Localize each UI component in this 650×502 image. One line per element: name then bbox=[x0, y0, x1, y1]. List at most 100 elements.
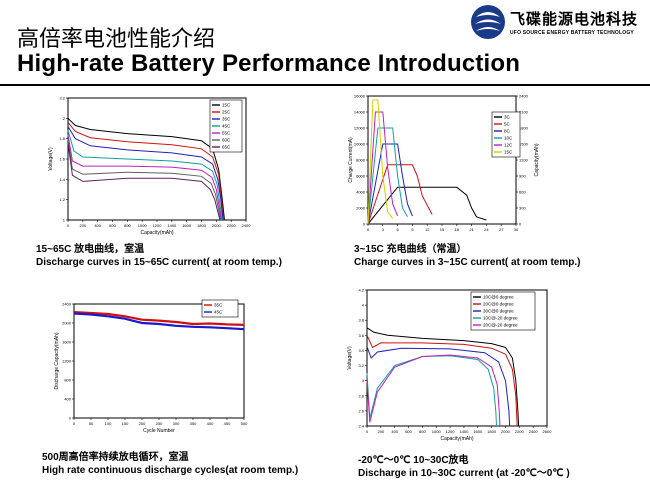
legend-label: 30C@0 degree bbox=[483, 309, 514, 314]
x-tick-label: 400 bbox=[207, 421, 214, 426]
x-tick-label: 24 bbox=[484, 227, 489, 232]
low-temp-chart: 2.4 2.6 2.8 3 3.2 3.4 3.6 3.8 4 4.2 0 200 400 600 800 1… bbox=[347, 288, 553, 443]
legend-label: 3C bbox=[504, 115, 511, 120]
caption-charge-cn: 3~15C 充电曲线（常温） bbox=[354, 244, 467, 255]
legend-label: 10C bbox=[504, 136, 513, 141]
caption-discharge-en: Discharge curves in 15~65C current( at r… bbox=[36, 257, 282, 268]
x-tick-label: 2200 bbox=[227, 223, 237, 228]
x-tick-label: 100 bbox=[105, 421, 112, 426]
header-divider bbox=[0, 84, 650, 86]
x-tick-label: 200 bbox=[378, 429, 385, 434]
y-tick-label: 2.2 bbox=[59, 96, 65, 101]
y-right-tick-label: 2400 bbox=[519, 94, 529, 99]
y-tick-label: 2.8 bbox=[358, 393, 364, 398]
caption-cycle-en: High rate continuous discharge cycles(at… bbox=[42, 465, 299, 476]
y-tick-label: 3.6 bbox=[358, 333, 364, 338]
series-line bbox=[73, 312, 245, 331]
legend-label: 10C@-20 degree bbox=[483, 316, 518, 321]
y-tick-label: 8000 bbox=[356, 158, 366, 163]
y-tick-label: 2.6 bbox=[358, 408, 364, 413]
caption-discharge: 15~65C 放电曲线，室温 Discharge curves in 15~65… bbox=[36, 243, 326, 269]
legend-label: 60C bbox=[222, 138, 231, 143]
caption-cycle: 500周高倍率持续放电循环，室温 High rate continuous di… bbox=[42, 451, 352, 477]
logo-name: 飞碟能源电池科技 bbox=[510, 10, 639, 28]
y-axis-label: Charge Current(mA) bbox=[348, 137, 354, 183]
company-logo: 飞碟能源电池科技 UFO SOURCE ENERGY BATTERY TECHN… bbox=[470, 3, 648, 43]
y-tick-label: 4.2 bbox=[358, 288, 364, 293]
series-line bbox=[67, 117, 225, 221]
x-tick-label: 2600 bbox=[543, 429, 553, 434]
y-tick-label: 2 bbox=[63, 116, 66, 121]
x-tick-label: 1000 bbox=[138, 223, 148, 228]
x-tick-label: 1800 bbox=[197, 223, 207, 228]
y-axis-label: Voltage(V) bbox=[48, 147, 54, 171]
y-tick-label: 6000 bbox=[356, 174, 366, 179]
y-tick-label: 800 bbox=[64, 378, 71, 383]
x-tick-label: 800 bbox=[124, 223, 131, 228]
x-tick-label: 1200 bbox=[153, 223, 163, 228]
y-tick-label: 4 bbox=[362, 303, 365, 308]
page-title-en: High-rate Battery Performance Introducti… bbox=[17, 50, 521, 77]
legend-label: 65C bbox=[222, 145, 231, 150]
legend-box bbox=[491, 111, 521, 158]
x-tick-label: 400 bbox=[94, 223, 101, 228]
series-line bbox=[67, 130, 223, 221]
y-tick-label: 1200 bbox=[62, 359, 72, 364]
x-tick-label: 600 bbox=[109, 223, 116, 228]
x-tick-label: 30 bbox=[514, 227, 519, 232]
y-right-tick-label: 300 bbox=[519, 206, 526, 211]
y-right-tick-label: 1200 bbox=[519, 158, 529, 163]
x-tick-label: 600 bbox=[405, 429, 412, 434]
legend-label: 20C@0 degree bbox=[483, 302, 514, 307]
legend-box bbox=[470, 291, 536, 331]
y-tick-label: 1.4 bbox=[59, 177, 65, 182]
series-line bbox=[67, 122, 225, 221]
x-tick-label: 3 bbox=[382, 227, 385, 232]
y-tick-label: 1.6 bbox=[59, 157, 65, 162]
x-tick-label: 500 bbox=[241, 421, 248, 426]
y-tick-label: 1.2 bbox=[59, 197, 65, 202]
legend-label: 20C@-20 degree bbox=[483, 323, 518, 328]
y-tick-label: 4000 bbox=[356, 190, 366, 195]
series-line bbox=[367, 99, 394, 225]
y-tick-label: 2400 bbox=[62, 302, 72, 307]
series-line bbox=[73, 311, 245, 326]
legend-label: 8C bbox=[504, 129, 511, 134]
series-line bbox=[366, 346, 511, 427]
x-tick-label: 150 bbox=[122, 421, 129, 426]
y-tick-label: 3.2 bbox=[358, 363, 364, 368]
x-tick-label: 0 bbox=[67, 223, 70, 228]
y-right-tick-label: 600 bbox=[519, 190, 526, 195]
series-line bbox=[367, 186, 487, 225]
y-tick-label: 0 bbox=[69, 416, 72, 421]
series-line bbox=[367, 164, 433, 225]
cycle-chart: 0 400 800 1200 1600 2000 2400 0 50 100 150 200 250 30… bbox=[54, 299, 248, 434]
x-tick-label: 12 bbox=[425, 227, 430, 232]
y-tick-label: 3 bbox=[362, 378, 365, 383]
x-tick-label: 0 bbox=[73, 421, 76, 426]
y-tick-label: 1 bbox=[63, 218, 66, 223]
y-tick-label: 1600 bbox=[62, 340, 72, 345]
series-line bbox=[67, 126, 224, 221]
legend-label: 55C bbox=[222, 131, 231, 136]
y-right-tick-label: 900 bbox=[519, 174, 526, 179]
y-tick-label: 400 bbox=[64, 397, 71, 402]
caption-charge-en: Charge curves in 3~15C current( at room … bbox=[354, 257, 581, 268]
y-right-tick-label: 2100 bbox=[519, 110, 529, 115]
y-tick-label: 12000 bbox=[354, 126, 366, 131]
x-tick-label: 1000 bbox=[432, 429, 442, 434]
y-tick-label: 16000 bbox=[354, 94, 366, 99]
logo-subtitle: UFO SOURCE ENERGY BATTERY TECHNOLOGY bbox=[510, 30, 634, 36]
caption-low-temp: -20℃～0℃ 10~30C放电 Discharge in 10~30C cur… bbox=[358, 454, 648, 480]
y-tick-label: 14000 bbox=[354, 110, 366, 115]
legend-label: 15C bbox=[222, 103, 231, 108]
x-tick-label: 15 bbox=[440, 227, 445, 232]
series-line bbox=[366, 335, 518, 427]
x-tick-label: 300 bbox=[173, 421, 180, 426]
x-tick-label: 27 bbox=[499, 227, 504, 232]
caption-cycle-cn: 500周高倍率持续放电循环，室温 bbox=[42, 452, 189, 463]
page-title-cn: 高倍率电池性能介绍 bbox=[17, 27, 216, 52]
series-line bbox=[367, 127, 408, 225]
x-tick-label: 200 bbox=[79, 223, 86, 228]
